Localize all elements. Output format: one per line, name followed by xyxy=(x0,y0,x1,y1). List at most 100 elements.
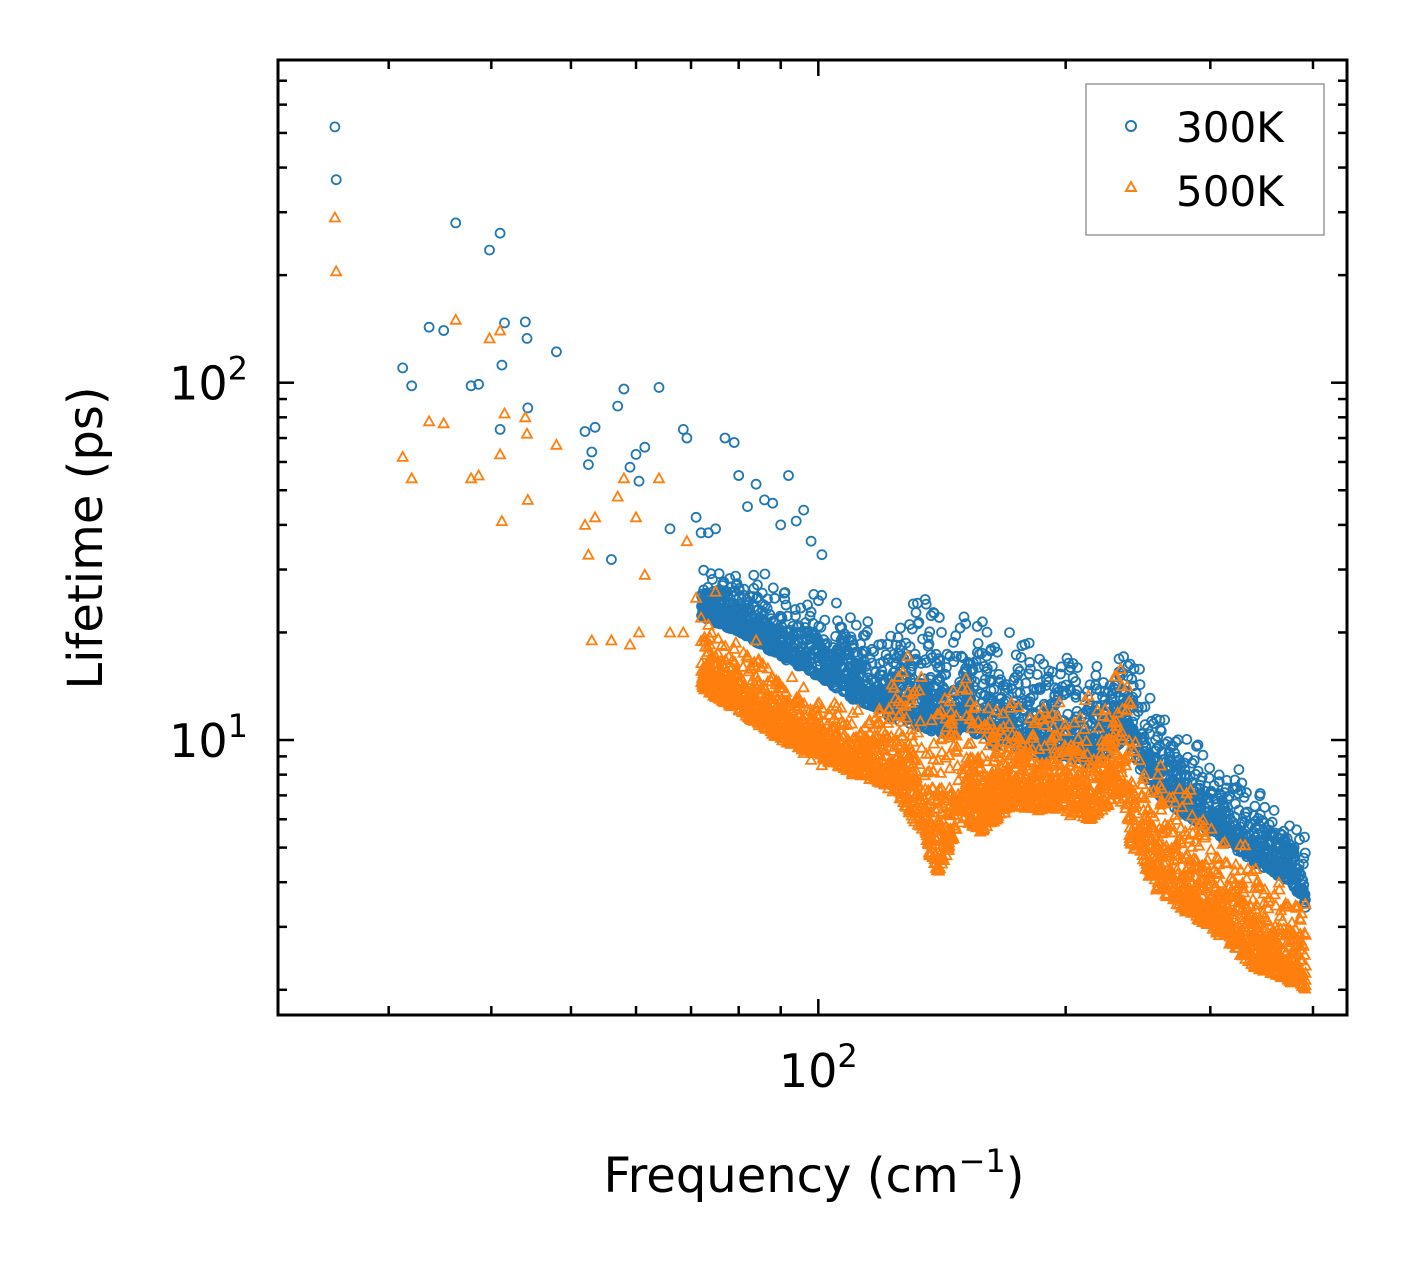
series-500K-band-point xyxy=(943,694,957,707)
series-500K-band-point xyxy=(711,631,725,644)
series-300K-band-point xyxy=(1052,686,1064,698)
series-500K-band-point xyxy=(1282,928,1297,941)
series-500K-band-point xyxy=(1203,891,1217,903)
series-300K-band-point xyxy=(770,632,781,644)
series-500K-band-point xyxy=(919,746,933,759)
series-500K-band-point xyxy=(887,680,901,693)
series-300K-band-point xyxy=(813,620,825,632)
series-500K-band-point xyxy=(930,785,944,798)
series-300K-band-point xyxy=(1288,842,1300,853)
series-300K-band-point xyxy=(744,591,756,603)
series-500K-band-point xyxy=(1186,826,1200,838)
series-500K-band-point xyxy=(918,782,932,795)
series-500K-band-point xyxy=(1298,948,1312,960)
series-500K-band-point xyxy=(1012,730,1026,743)
series-300K-band-point xyxy=(1014,687,1026,699)
series-300K-band-point xyxy=(777,647,789,659)
series-300K-band-point xyxy=(800,617,811,628)
series-300K-band-point xyxy=(1091,661,1103,672)
series-500K-band-point xyxy=(906,746,921,759)
series-500K-band-point xyxy=(912,683,926,696)
series-300K-band-point xyxy=(1007,703,1019,715)
series-300K-band-point xyxy=(1136,702,1148,713)
series-300K-band-point xyxy=(1233,764,1245,775)
series-500K-band-point xyxy=(1036,712,1050,724)
series-300K-band-point xyxy=(813,635,824,647)
series-500K-band-point xyxy=(1250,897,1264,910)
series-500K-band-point xyxy=(1244,908,1258,920)
series-300K-band-point xyxy=(748,569,760,581)
series-500K-band-point xyxy=(1196,813,1210,825)
series-300K-band-point xyxy=(978,689,990,701)
series-500K-band-point xyxy=(997,719,1011,732)
series-300K-band-point xyxy=(978,661,990,672)
series-300K-band-point xyxy=(1067,672,1079,683)
series-300K-band-point xyxy=(728,608,740,620)
series-300K-band-point xyxy=(1071,685,1083,696)
series-500K-band-point xyxy=(1092,720,1106,733)
series-300K-band-point xyxy=(1181,734,1193,745)
series-500K-band-point xyxy=(1138,841,1152,854)
series-500K-band-point xyxy=(882,712,896,725)
series-300K-band-point xyxy=(1031,669,1043,680)
series-500K-band-point xyxy=(725,661,739,673)
series-300K-band-point xyxy=(1011,687,1023,698)
series-300K-band-point xyxy=(1106,688,1118,699)
series-500K-band-point xyxy=(1106,741,1120,753)
series-300K-band-point xyxy=(932,706,944,718)
series-500K-band-point xyxy=(1138,791,1152,804)
series-500K-band-point xyxy=(1213,876,1227,888)
series-300K-band-point xyxy=(816,670,828,682)
series-300K-band-point xyxy=(1134,663,1145,675)
series-300K-band-point xyxy=(768,626,780,638)
series-500K-band-point xyxy=(892,708,906,721)
series-500K-band-point xyxy=(1026,730,1040,743)
series-300K-band-point xyxy=(1047,703,1058,715)
series-500K-band-point xyxy=(1293,952,1307,965)
series-300K-band-point xyxy=(904,673,916,685)
series-500K-band-point xyxy=(1187,851,1201,864)
series-500K-band-point xyxy=(1089,798,1103,811)
series-500K-band-point xyxy=(1279,896,1293,909)
series-500K-band-point xyxy=(1181,792,1195,805)
series-300K-band-point xyxy=(912,618,924,630)
series-300K-band-point xyxy=(1213,769,1225,781)
series-300K-band-point xyxy=(941,662,952,673)
series-300K-band-point xyxy=(1241,787,1252,799)
series-300K-band-point xyxy=(846,661,858,673)
series-300K-band-point xyxy=(1163,746,1175,758)
series-300K-band-point xyxy=(1126,673,1138,685)
series-500K-band-point xyxy=(1045,754,1059,767)
series-300K-band-point xyxy=(782,645,794,657)
series-300K-band-point xyxy=(1015,652,1027,663)
series-500K-band-point xyxy=(917,768,932,781)
series-300K-band-point xyxy=(1224,814,1236,825)
series-500K-band-point xyxy=(927,736,941,749)
series-300K-band-point xyxy=(898,653,910,665)
series-500K-band-point xyxy=(1009,729,1023,742)
series-500K-band-point xyxy=(1298,978,1313,991)
series-500K-band-point xyxy=(931,801,945,814)
series-300K-band-point xyxy=(1149,752,1161,764)
series-300K-band-point xyxy=(701,592,713,604)
series-500K-band-point xyxy=(967,701,981,713)
series-500K-band-point xyxy=(781,693,796,706)
series-500K-band-point xyxy=(1190,861,1204,873)
series-500K-band-point xyxy=(1109,747,1124,760)
series-300K-band-point xyxy=(992,646,1003,658)
series-500K-band-point xyxy=(971,753,986,766)
series-300K-band-point xyxy=(739,617,751,629)
series-500K-band-point xyxy=(809,715,823,727)
series-300K-band-point xyxy=(1043,676,1054,688)
series-300K-band-point xyxy=(840,631,852,643)
series-300K-band-point xyxy=(1144,728,1156,740)
series-500K-band-point xyxy=(1151,767,1165,780)
series-300K-band-point xyxy=(857,645,869,657)
series-300K-band-point xyxy=(1020,677,1032,689)
series-300K-band-point xyxy=(890,639,902,651)
series-300K-band-point xyxy=(1193,790,1205,802)
series-300K-band-point xyxy=(753,624,764,635)
series-300K-band-point xyxy=(977,697,989,708)
series-500K-band-point xyxy=(996,779,1010,792)
